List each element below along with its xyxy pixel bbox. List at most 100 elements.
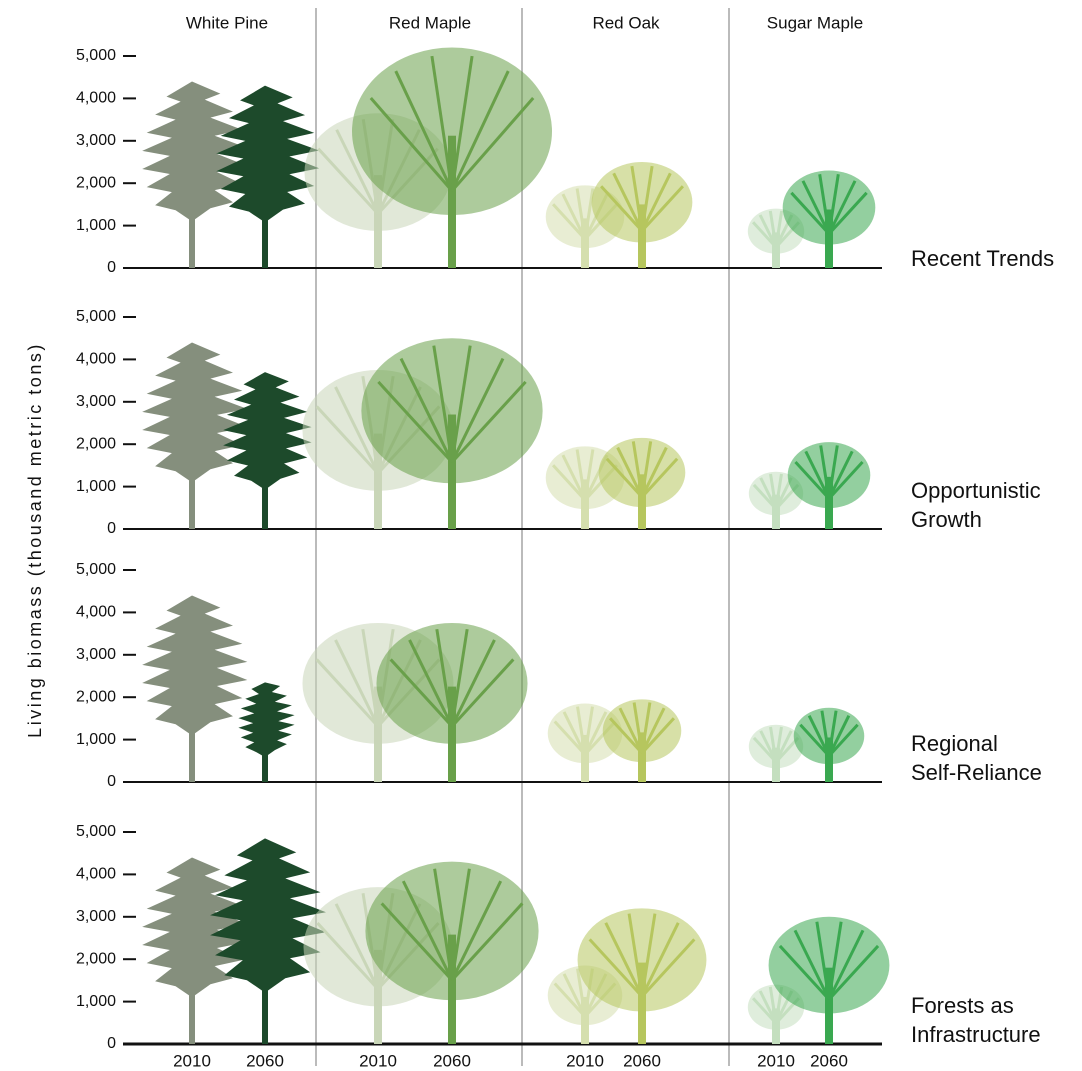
branch [827,715,851,757]
panel-label: Recent Trends [911,246,1054,271]
tree [547,965,623,1044]
branch [380,902,454,982]
branch [389,658,454,728]
tree [748,724,804,782]
crown [216,85,320,223]
branch [827,445,839,499]
tree [142,342,248,529]
branch [450,639,496,728]
tree [376,623,528,782]
branch [450,628,469,727]
branch [774,726,783,763]
branch [377,380,454,464]
group-label: Red Oak [592,13,660,32]
branch [640,938,696,998]
y-tick-label: 3,000 [76,908,116,925]
tree [142,595,248,782]
branch [827,191,868,235]
branch [553,982,587,1018]
branch [827,180,857,235]
y-tick-label: 3,000 [76,393,116,410]
y-tick-label: 5,000 [76,561,116,578]
y-tick-label: 0 [107,520,116,537]
y-tick-label: 1,000 [76,478,116,495]
branch [562,973,587,1018]
branch [583,188,595,240]
y-tick-label: 2,000 [76,950,116,967]
branch [450,55,474,192]
panel-label: Opportunistic Growth [911,478,1047,532]
branch [561,454,587,501]
group-label: White Pine [186,13,268,32]
group-label: Red Maple [389,13,471,32]
branch [627,913,644,997]
branch [774,736,800,763]
y-tick-label: 5,000 [76,823,116,840]
tree [768,916,890,1044]
branch [315,405,380,475]
branch [640,446,668,498]
tree [142,81,248,268]
branch [450,380,527,464]
branch [640,185,684,232]
branch [600,185,644,232]
y-tick-label: 1,000 [76,731,116,748]
branch [316,922,380,991]
branch [588,938,644,998]
branch [575,188,587,240]
branch [575,449,587,501]
tree [361,338,543,529]
branch [815,921,831,1000]
tree [598,437,686,529]
branch [315,658,380,728]
branch [450,357,505,463]
crown [376,623,528,744]
y-tick-label: 4,000 [76,351,116,368]
y-tick-label: 3,000 [76,646,116,663]
x-tick-label: 2060 [623,1051,661,1070]
tree [216,85,320,268]
tree [223,372,312,529]
branch [632,702,644,754]
branch [450,658,515,728]
crown [142,857,248,998]
branch [450,868,471,981]
branch [640,172,672,232]
branch [618,707,644,754]
branch [640,717,675,755]
branch [552,203,587,241]
branch [609,717,644,755]
x-tick-label: 2010 [757,1051,795,1070]
branch [561,193,587,240]
tree [365,861,539,1044]
branch [751,997,778,1025]
branch [774,477,793,510]
branch [640,457,679,499]
branch [758,990,778,1024]
y-tick-label: 4,000 [76,90,116,107]
branch [819,445,831,499]
branch [759,477,778,510]
branch [317,147,380,215]
branch [778,944,831,1001]
tree [547,703,623,782]
y-tick-label: 3,000 [76,132,116,149]
crown [361,338,543,484]
y-tick-label: 0 [107,259,116,276]
branch [827,710,838,757]
crown [210,838,326,993]
y-tick-label: 2,000 [76,174,116,191]
branch [640,707,666,754]
branch [430,55,454,192]
branch [576,706,587,755]
tree [591,162,693,268]
tree [793,707,865,782]
y-tick-label: 2,000 [76,435,116,452]
branch [793,929,831,1001]
branch [576,968,587,1017]
x-tick-label: 2010 [359,1051,397,1070]
crown [352,47,552,216]
branch [820,710,831,757]
branch [450,345,472,463]
